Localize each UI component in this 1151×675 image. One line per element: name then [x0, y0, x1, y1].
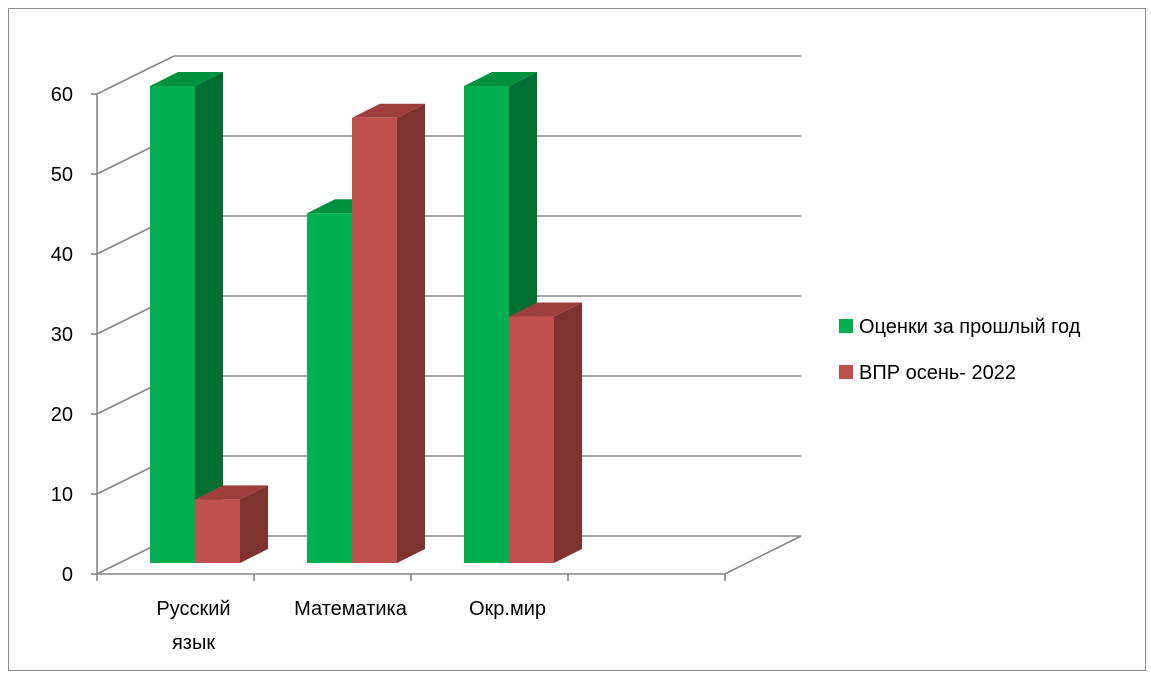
bar-side — [195, 72, 223, 563]
y-tick-label: 50 — [51, 164, 73, 186]
y-tick-label: 30 — [51, 324, 73, 346]
legend: Оценки за прошлый год ВПР осень- 2022 — [839, 316, 1081, 384]
x-category-label: язык — [172, 632, 215, 654]
bar — [195, 485, 268, 563]
axes — [91, 93, 802, 581]
bar-top — [150, 72, 223, 86]
bar-side — [554, 302, 582, 563]
legend-swatch — [839, 365, 853, 379]
chart-frame: 0 10 20 30 40 50 60 Русский язык Математика Окр.ми… — [8, 8, 1146, 671]
bar-front — [464, 86, 509, 563]
bar-chart-3d: 0 10 20 30 40 50 60 Русский язык Математика Окр.ми… — [51, 55, 1081, 654]
bar-top — [509, 302, 582, 317]
legend-swatch — [839, 319, 853, 333]
y-tick-label: 40 — [51, 244, 73, 266]
bar-top — [352, 103, 425, 118]
y-tick-label: 60 — [51, 84, 73, 106]
bar-side — [397, 103, 425, 564]
bar — [509, 302, 582, 563]
y-tick-label: 20 — [51, 404, 73, 426]
axis-labels: 0 10 20 30 40 50 60 Русский язык Математика Окр.ми… — [51, 84, 546, 654]
legend-label: ВПР осень- 2022 — [859, 362, 1016, 384]
bar — [150, 72, 223, 563]
x-category-label: Окр.мир — [469, 598, 546, 620]
bar-front — [352, 117, 397, 564]
bars — [150, 72, 582, 564]
bar-top — [195, 485, 268, 500]
bar-front — [195, 499, 240, 563]
bar — [352, 103, 425, 564]
bar-side — [240, 485, 268, 563]
x-category-label: Математика — [294, 598, 408, 620]
y-tick-label: 10 — [51, 484, 73, 506]
bar-front — [509, 316, 554, 563]
x-category-label: Русский — [156, 598, 230, 620]
legend-label: Оценки за прошлый год — [859, 316, 1081, 338]
bar-top — [464, 72, 537, 86]
side-wall-gridline — [96, 55, 175, 95]
bar-front — [307, 213, 352, 563]
y-tick-label: 0 — [62, 564, 73, 586]
bar-front — [150, 86, 195, 563]
